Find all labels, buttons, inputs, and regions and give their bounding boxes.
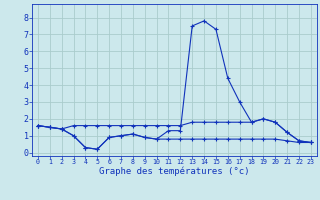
X-axis label: Graphe des températures (°c): Graphe des températures (°c) [99,167,250,176]
